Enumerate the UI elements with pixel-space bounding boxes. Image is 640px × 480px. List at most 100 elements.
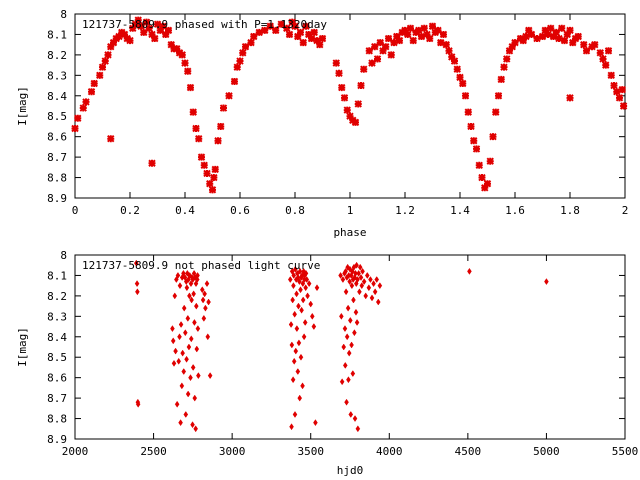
phased-data-point (291, 22, 299, 30)
unphased-data-point (375, 298, 381, 306)
phased-data-point (318, 34, 327, 43)
unphased-data-point (181, 368, 187, 375)
phased-data-point (294, 32, 302, 41)
phased-data-point (239, 49, 247, 57)
unphased-data-point (289, 423, 294, 431)
phased-data-point (197, 153, 206, 161)
phased-data-point (483, 179, 492, 188)
phased-data-point (137, 22, 145, 30)
unphased-data-point (308, 300, 314, 308)
phased-data-point (472, 145, 481, 153)
phased-data-point (96, 71, 104, 80)
unphased-data-point (291, 271, 297, 279)
phased-data-point (404, 30, 412, 39)
phased-data-point (225, 92, 233, 100)
phased-data-point (500, 63, 508, 71)
unphased-y-tick-label: 8.8 (47, 413, 67, 426)
unphased-data-point (191, 290, 196, 298)
phased-data-point (618, 85, 626, 94)
unphased-data-point (371, 280, 376, 288)
phased-data-point (511, 38, 519, 47)
phased-x-tick-label: 0 (72, 204, 79, 217)
unphased-data-point (340, 276, 346, 283)
unphased-data-point (343, 267, 348, 275)
phased-y-tick-label: 8.4 (47, 90, 67, 103)
phased-data-point (285, 30, 294, 39)
unphased-data-point (295, 368, 301, 375)
phased-data-point (142, 18, 151, 26)
phased-data-point (459, 79, 467, 88)
phased-data-point (538, 32, 547, 41)
phased-data-point (101, 57, 109, 65)
phased-data-point (602, 61, 610, 69)
phased-data-point (456, 73, 464, 82)
phased-data-point (494, 92, 503, 100)
phased-data-point (604, 47, 613, 55)
phased-data-point (401, 26, 409, 35)
phased-data-point (464, 108, 472, 116)
phased-data-point (357, 81, 365, 90)
phased-data-point (596, 49, 604, 57)
phased-y-tick-label: 8.5 (47, 110, 67, 123)
unphased-data-point (203, 304, 208, 312)
unphased-x-tick-label: 4000 (376, 445, 403, 458)
phased-data-point (184, 67, 192, 75)
phased-data-point (371, 43, 379, 51)
phased-data-point (272, 26, 280, 35)
phased-data-point (181, 59, 189, 67)
phased-data-point (338, 83, 346, 92)
phased-data-point (527, 30, 536, 39)
phased-x-tick-label: 0.8 (285, 204, 305, 217)
phased-data-point (79, 104, 87, 112)
unphased-data-point (353, 269, 358, 277)
unphased-data-point (341, 343, 347, 351)
phased-data-point (296, 28, 305, 37)
unphased-data-point (297, 278, 302, 286)
unphased-data-point (294, 290, 299, 298)
unphased-data-point (192, 394, 198, 402)
phased-data-point (365, 47, 373, 55)
phased-data-point (343, 106, 351, 114)
phased-y-tick-label: 8.6 (47, 131, 67, 144)
unphased-data-point (296, 339, 302, 347)
phased-data-point (519, 36, 527, 45)
phased-x-tick-label: 2 (622, 204, 629, 217)
unphased-data-point (350, 370, 356, 378)
phased-data-point (310, 28, 318, 37)
phased-data-point (497, 75, 505, 84)
unphased-data-point (180, 349, 185, 357)
phased-data-point (211, 165, 219, 174)
phased-data-point (448, 53, 456, 61)
unphased-data-point (346, 376, 351, 384)
unphased-data-point (298, 353, 304, 361)
phased-data-point (307, 34, 316, 43)
phased-data-point (406, 24, 415, 33)
unphased-x-axis-label: hjd0 (337, 464, 364, 477)
unphased-data-point (357, 288, 362, 296)
unphased-data-point (369, 294, 375, 302)
phased-data-point (173, 45, 181, 53)
unphased-data-point (171, 359, 177, 367)
unphased-x-tick-label: 5000 (533, 445, 560, 458)
phased-data-point (552, 28, 560, 37)
unphased-data-point (207, 372, 213, 380)
phased-data-point (167, 40, 175, 49)
unphased-data-point (338, 271, 343, 279)
unphased-data-point (205, 333, 211, 341)
unphased-data-point (188, 335, 194, 343)
phased-y-tick-label: 8.9 (47, 192, 67, 205)
phased-data-point (566, 26, 574, 35)
unphased-data-point (183, 411, 189, 418)
unphased-y-axis-label: I[mag] (16, 327, 29, 367)
unphased-data-point (346, 349, 352, 357)
phased-data-point (503, 55, 511, 63)
phased-data-point (599, 55, 607, 63)
unphased-data-point (184, 355, 189, 363)
phased-data-point (428, 22, 437, 30)
phased-data-point (354, 100, 362, 108)
unphased-data-point (184, 284, 190, 292)
unphased-data-point (201, 314, 207, 322)
phased-data-point (210, 173, 218, 182)
phased-data-point (90, 79, 98, 88)
phased-data-point (266, 22, 274, 30)
